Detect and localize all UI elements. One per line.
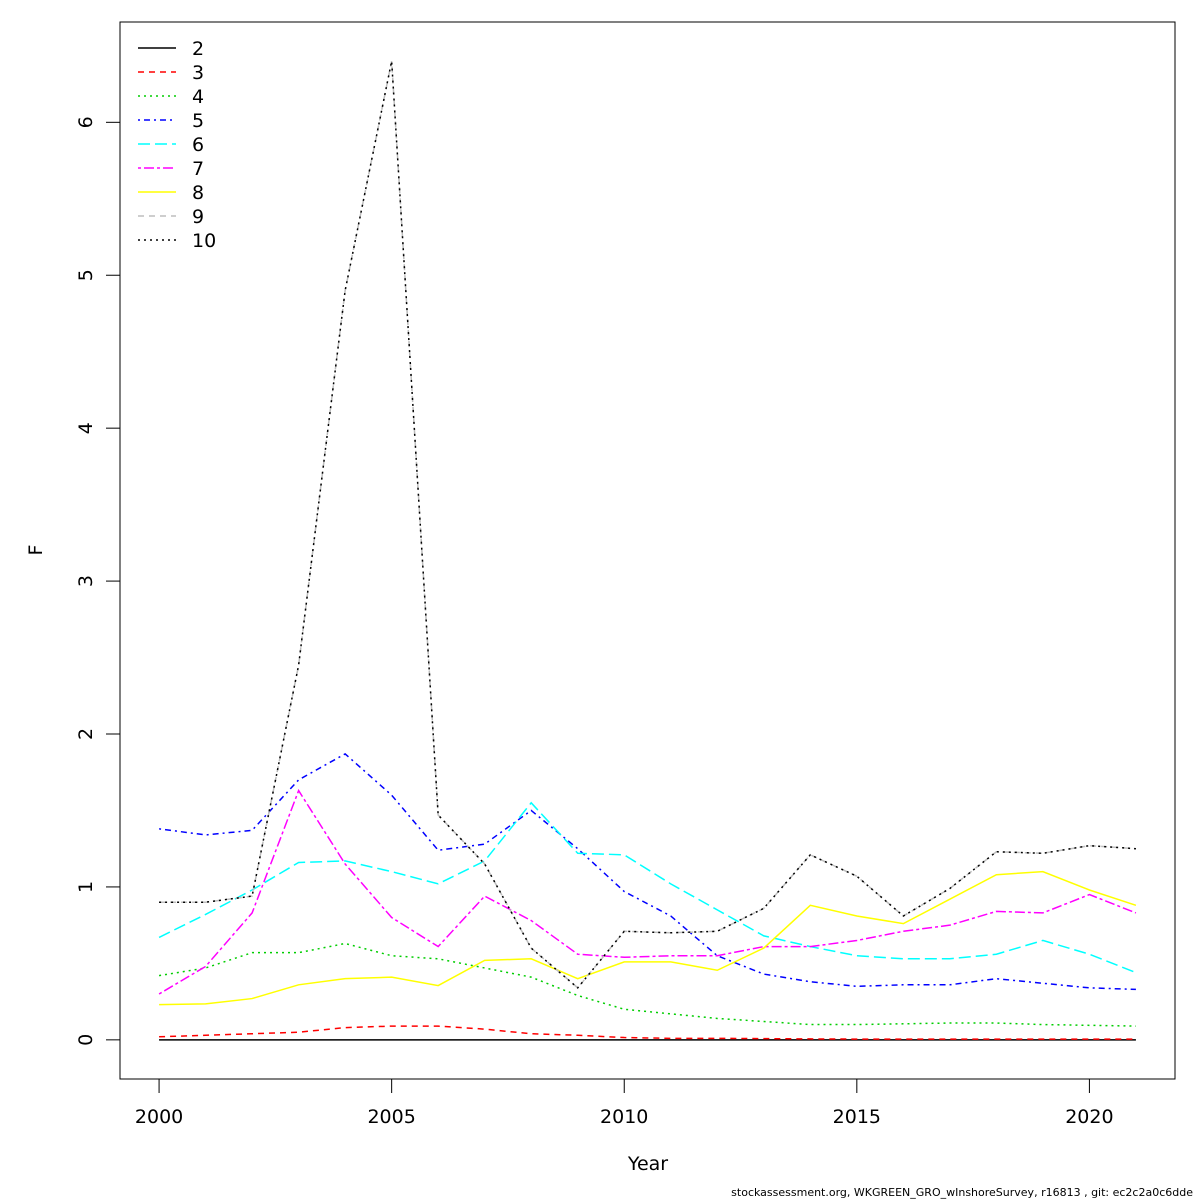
y-tick-label: 0 bbox=[75, 1034, 97, 1046]
x-axis-title: Year bbox=[627, 1153, 668, 1175]
x-tick-label: 2020 bbox=[1065, 1106, 1113, 1128]
x-tick-label: 2010 bbox=[600, 1106, 648, 1128]
y-tick-label: 2 bbox=[75, 728, 97, 740]
footer: stockassessment.org, WKGREEN_GRO_wInshor… bbox=[731, 1186, 1193, 1199]
y-tick-label: 6 bbox=[75, 116, 97, 128]
y-axis-title: F bbox=[25, 545, 47, 556]
legend-label: 2 bbox=[192, 38, 204, 60]
y-tick-label: 4 bbox=[75, 422, 97, 434]
series-line bbox=[159, 60, 1136, 989]
x-tick-label: 2015 bbox=[833, 1106, 881, 1128]
series-line bbox=[158, 801, 1137, 974]
series-line bbox=[158, 788, 1137, 995]
legend-label: 3 bbox=[192, 62, 204, 84]
y-tick-label: 3 bbox=[75, 575, 97, 587]
y-tick-label: 5 bbox=[75, 269, 97, 281]
series-line bbox=[158, 752, 1136, 991]
series-line bbox=[159, 1025, 1136, 1040]
x-tick-label: 2005 bbox=[367, 1106, 415, 1128]
legend-label: 5 bbox=[192, 110, 204, 132]
legend-label: 4 bbox=[192, 86, 204, 108]
series-line bbox=[159, 870, 1137, 1006]
y-tick-label: 1 bbox=[75, 881, 97, 893]
legend-label: 6 bbox=[192, 134, 204, 156]
legend-label: 10 bbox=[192, 230, 216, 252]
legend-label: 7 bbox=[192, 158, 204, 180]
legend-label: 9 bbox=[192, 206, 204, 228]
legend-label: 8 bbox=[192, 182, 204, 204]
plot-frame bbox=[119, 21, 1176, 1080]
series-line bbox=[159, 60, 1136, 989]
x-tick-label: 2000 bbox=[135, 1106, 183, 1128]
